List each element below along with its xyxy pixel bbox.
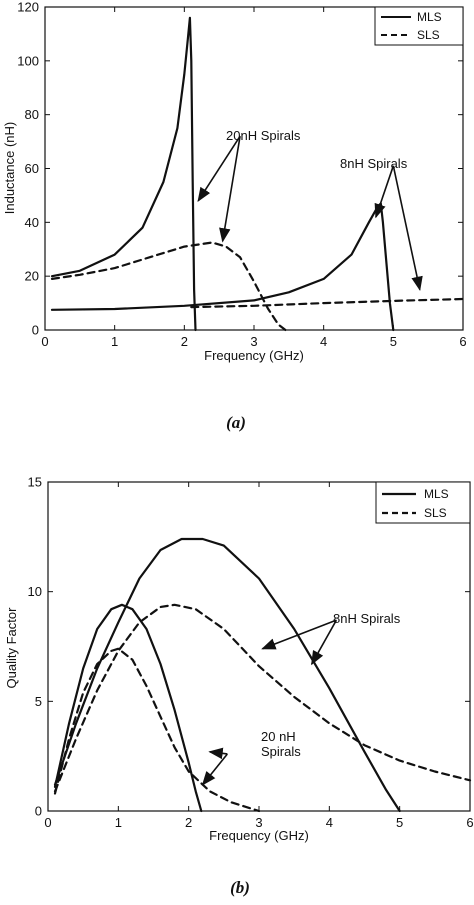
annotation-line: Spirals [261, 744, 301, 759]
annotation-arrow [208, 747, 228, 760]
annotation-arrow [219, 136, 241, 243]
annotation-8nh-a: 8nH Spirals [340, 156, 408, 171]
y-ticks-b: 0 5 10 15 [28, 475, 470, 819]
annotation-arrow [374, 165, 395, 219]
x-axis-label-b: Frequency (GHz) [209, 828, 309, 843]
legend-label-mls-a: MLS [417, 10, 442, 24]
y-axis-label-a: Inductance (nH) [2, 122, 17, 215]
x-tick-label: 2 [185, 815, 192, 830]
annotation-20nh-a: 20nH Spirals [226, 128, 301, 143]
y-tick-label: 80 [25, 107, 39, 122]
series-a [50, 16, 465, 332]
y-tick-label: 120 [17, 0, 39, 15]
series-line-mls-3 [50, 202, 395, 332]
caption-a: (a) [226, 413, 246, 432]
x-axis-label-a: Frequency (GHz) [204, 348, 304, 363]
legend-a: MLS SLS [374, 6, 464, 46]
y-axis-label-b: Quality Factor [4, 607, 19, 689]
series-line-sls-2 [50, 241, 287, 332]
legend-b: MLS SLS [375, 481, 471, 524]
x-tick-label: 0 [41, 334, 48, 349]
x-tick-label: 0 [44, 815, 51, 830]
annotation-arrow [311, 619, 338, 666]
annotation-arrow [261, 619, 337, 650]
y-tick-label: 40 [25, 215, 39, 230]
caption-b: (b) [230, 878, 250, 897]
y-tick-label: 100 [17, 53, 39, 68]
legend-box-b [375, 481, 471, 524]
x-tick-label: 6 [459, 334, 466, 349]
x-tick-label: 4 [326, 815, 333, 830]
series-line-mls-3 [53, 537, 401, 813]
series-line-mls-1 [53, 603, 203, 813]
legend-label-mls-b: MLS [424, 487, 449, 501]
x-tick-label: 1 [115, 815, 122, 830]
y-tick-label: 15 [28, 475, 42, 490]
x-ticks-b: 0 1 2 3 4 5 6 [44, 482, 474, 830]
legend-label-sls-b: SLS [424, 506, 447, 520]
y-ticks-a: 0 20 40 60 80 100 120 [17, 0, 463, 338]
y-tick-label: 5 [35, 694, 42, 709]
series-line-sls-4 [53, 603, 472, 793]
series-b [53, 537, 472, 813]
y-tick-label: 10 [28, 584, 42, 599]
series-line-sls-2 [53, 647, 261, 813]
x-tick-label: 2 [181, 334, 188, 349]
series-line-sls-4 [190, 297, 465, 309]
annotation-line: 20 nH [261, 729, 296, 744]
plot-frame-b [47, 481, 471, 812]
x-tick-label: 4 [320, 334, 327, 349]
x-tick-label: 5 [396, 815, 403, 830]
annotation-8nh-b: 8nH Spirals [333, 611, 401, 626]
y-tick-label: 20 [25, 269, 39, 284]
x-tick-label: 6 [466, 815, 473, 830]
annotation-arrow [197, 135, 241, 203]
x-tick-label: 3 [250, 334, 257, 349]
y-tick-label: 0 [32, 323, 39, 338]
arrows-a [197, 135, 423, 292]
annotation-arrow [201, 753, 228, 786]
arrows-b [201, 619, 338, 786]
y-tick-label: 60 [25, 161, 39, 176]
series-line-mls-1 [50, 16, 197, 332]
x-tick-label: 1 [111, 334, 118, 349]
x-tick-label: 5 [390, 334, 397, 349]
panel-b: 0 1 2 3 4 5 6 0 5 10 15 Frequency (GHz) Quality F… [4, 475, 474, 898]
annotation-20nh-b: 20 nH Spirals [261, 729, 301, 759]
y-tick-label: 0 [35, 804, 42, 819]
legend-label-sls-a: SLS [417, 28, 440, 42]
x-ticks-a: 0 1 2 3 4 5 6 [41, 7, 467, 349]
annotation-arrow [392, 165, 423, 292]
legend-box-a [374, 6, 464, 46]
x-tick-label: 3 [255, 815, 262, 830]
